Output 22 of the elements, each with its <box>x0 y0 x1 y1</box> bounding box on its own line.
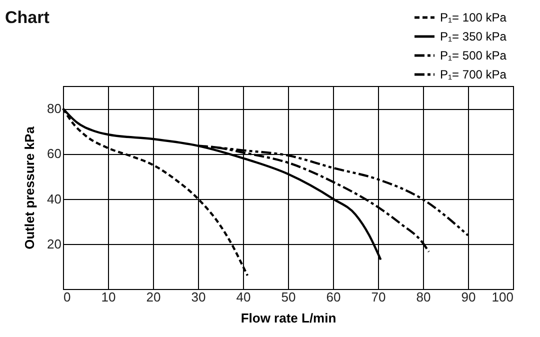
x-tick-label: 40 <box>236 290 251 304</box>
x-tick-label: 60 <box>326 290 341 304</box>
y-tick-label: 40 <box>47 191 62 206</box>
legend-label: P₁= 500 kPa <box>440 48 507 62</box>
legend-label: P₁= 700 kPa <box>440 68 507 82</box>
x-tick-label: 70 <box>371 290 386 304</box>
x-tick-label: 30 <box>191 290 206 304</box>
y-tick-label: 20 <box>47 236 62 252</box>
x-tick-label: 0 <box>64 290 71 304</box>
x-tick-label: 20 <box>146 290 161 304</box>
x-tick-label: 50 <box>281 290 296 304</box>
y-axis-title: Outlet pressure kPa <box>22 126 38 250</box>
x-tick-label: 90 <box>461 290 476 304</box>
x-axis-title: Flow rate L/min <box>240 310 336 326</box>
x-tick-label: 100 <box>492 290 514 304</box>
x-tick-label: 80 <box>416 290 431 304</box>
legend-label: P₁= 100 kPa <box>440 10 507 24</box>
chart-title: Chart <box>5 8 50 27</box>
legend-label: P₁= 350 kPa <box>440 30 507 44</box>
y-tick-label: 60 <box>47 146 62 162</box>
y-tick-label: 80 <box>47 101 62 116</box>
x-tick-label: 10 <box>101 290 116 304</box>
